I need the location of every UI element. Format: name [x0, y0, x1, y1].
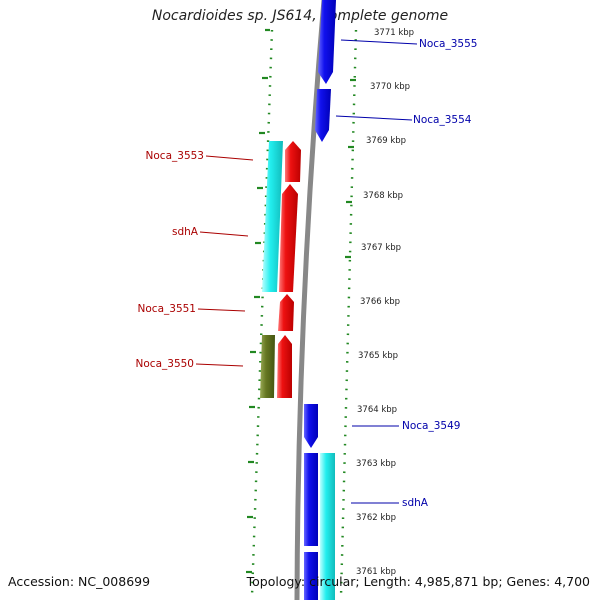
gc-bars-left: [246, 28, 270, 574]
feature-olive[interactable]: [260, 335, 275, 398]
reverse-leader-lines: [195, 155, 254, 367]
tick-label-3762: 3762 kbp: [356, 513, 396, 523]
cds-noca-3549[interactable]: [304, 404, 318, 448]
cds-sdhA-reverse[interactable]: [279, 184, 298, 292]
gene-label-noca-3554: Noca_3554: [413, 114, 472, 126]
gene-label-noca-3553: Noca_3553: [146, 150, 204, 162]
tick-label-3764: 3764 kbp: [357, 405, 397, 415]
gene-label-sdhA-reverse: sdhA: [172, 226, 199, 238]
tick-label-3768: 3768 kbp: [363, 191, 403, 201]
tick-label-3771: 3771 kbp: [374, 28, 414, 38]
cds-noca-3553[interactable]: [285, 141, 301, 182]
gene-label-noca-3550: Noca_3550: [136, 358, 194, 370]
accession-text: Accession: NC_008699: [8, 574, 151, 589]
gc-bars-right: [345, 78, 356, 259]
cyan-feature-track-right: [320, 453, 335, 600]
gc-dots-right: [339, 29, 358, 597]
gene-label-noca-3549: Noca_3549: [402, 420, 460, 432]
cds-forward-next[interactable]: [304, 552, 318, 600]
cds-noca-3551[interactable]: [278, 294, 294, 331]
tick-label-3770: 3770 kbp: [370, 82, 410, 92]
forward-cds-track: [304, 0, 336, 600]
gene-label-noca-3555: Noca_3555: [419, 38, 477, 50]
reverse-cds-track: [277, 141, 301, 398]
feature-cyan-right[interactable]: [320, 453, 335, 600]
tick-label-3765: 3765 kbp: [358, 351, 398, 361]
gene-label-sdhA-forward: sdhA: [402, 497, 429, 509]
gene-label-noca-3551: Noca_3551: [138, 303, 196, 315]
misc-feature-track-left: [260, 141, 283, 398]
cds-noca-3554[interactable]: [315, 89, 331, 142]
tick-label-3769: 3769 kbp: [366, 136, 406, 146]
genome-summary-text: Topology: circular; Length: 4,985,871 bp…: [246, 574, 590, 589]
tick-label-3767: 3767 kbp: [361, 243, 401, 253]
feature-cyan-left[interactable]: [262, 141, 283, 292]
tick-label-3766: 3766 kbp: [360, 297, 400, 307]
cds-noca-3555[interactable]: [318, 0, 336, 84]
cds-sdhA-forward[interactable]: [304, 453, 318, 546]
tick-label-3761: 3761 kbp: [356, 567, 396, 577]
cds-noca-3550[interactable]: [277, 335, 292, 398]
tick-label-3763: 3763 kbp: [356, 459, 396, 469]
map-title: Nocardioides sp. JS614, complete genome: [151, 8, 449, 24]
genome-backbone: [294, 0, 327, 600]
forward-leader-lines: [335, 39, 418, 504]
gc-dots-left: [250, 29, 274, 597]
